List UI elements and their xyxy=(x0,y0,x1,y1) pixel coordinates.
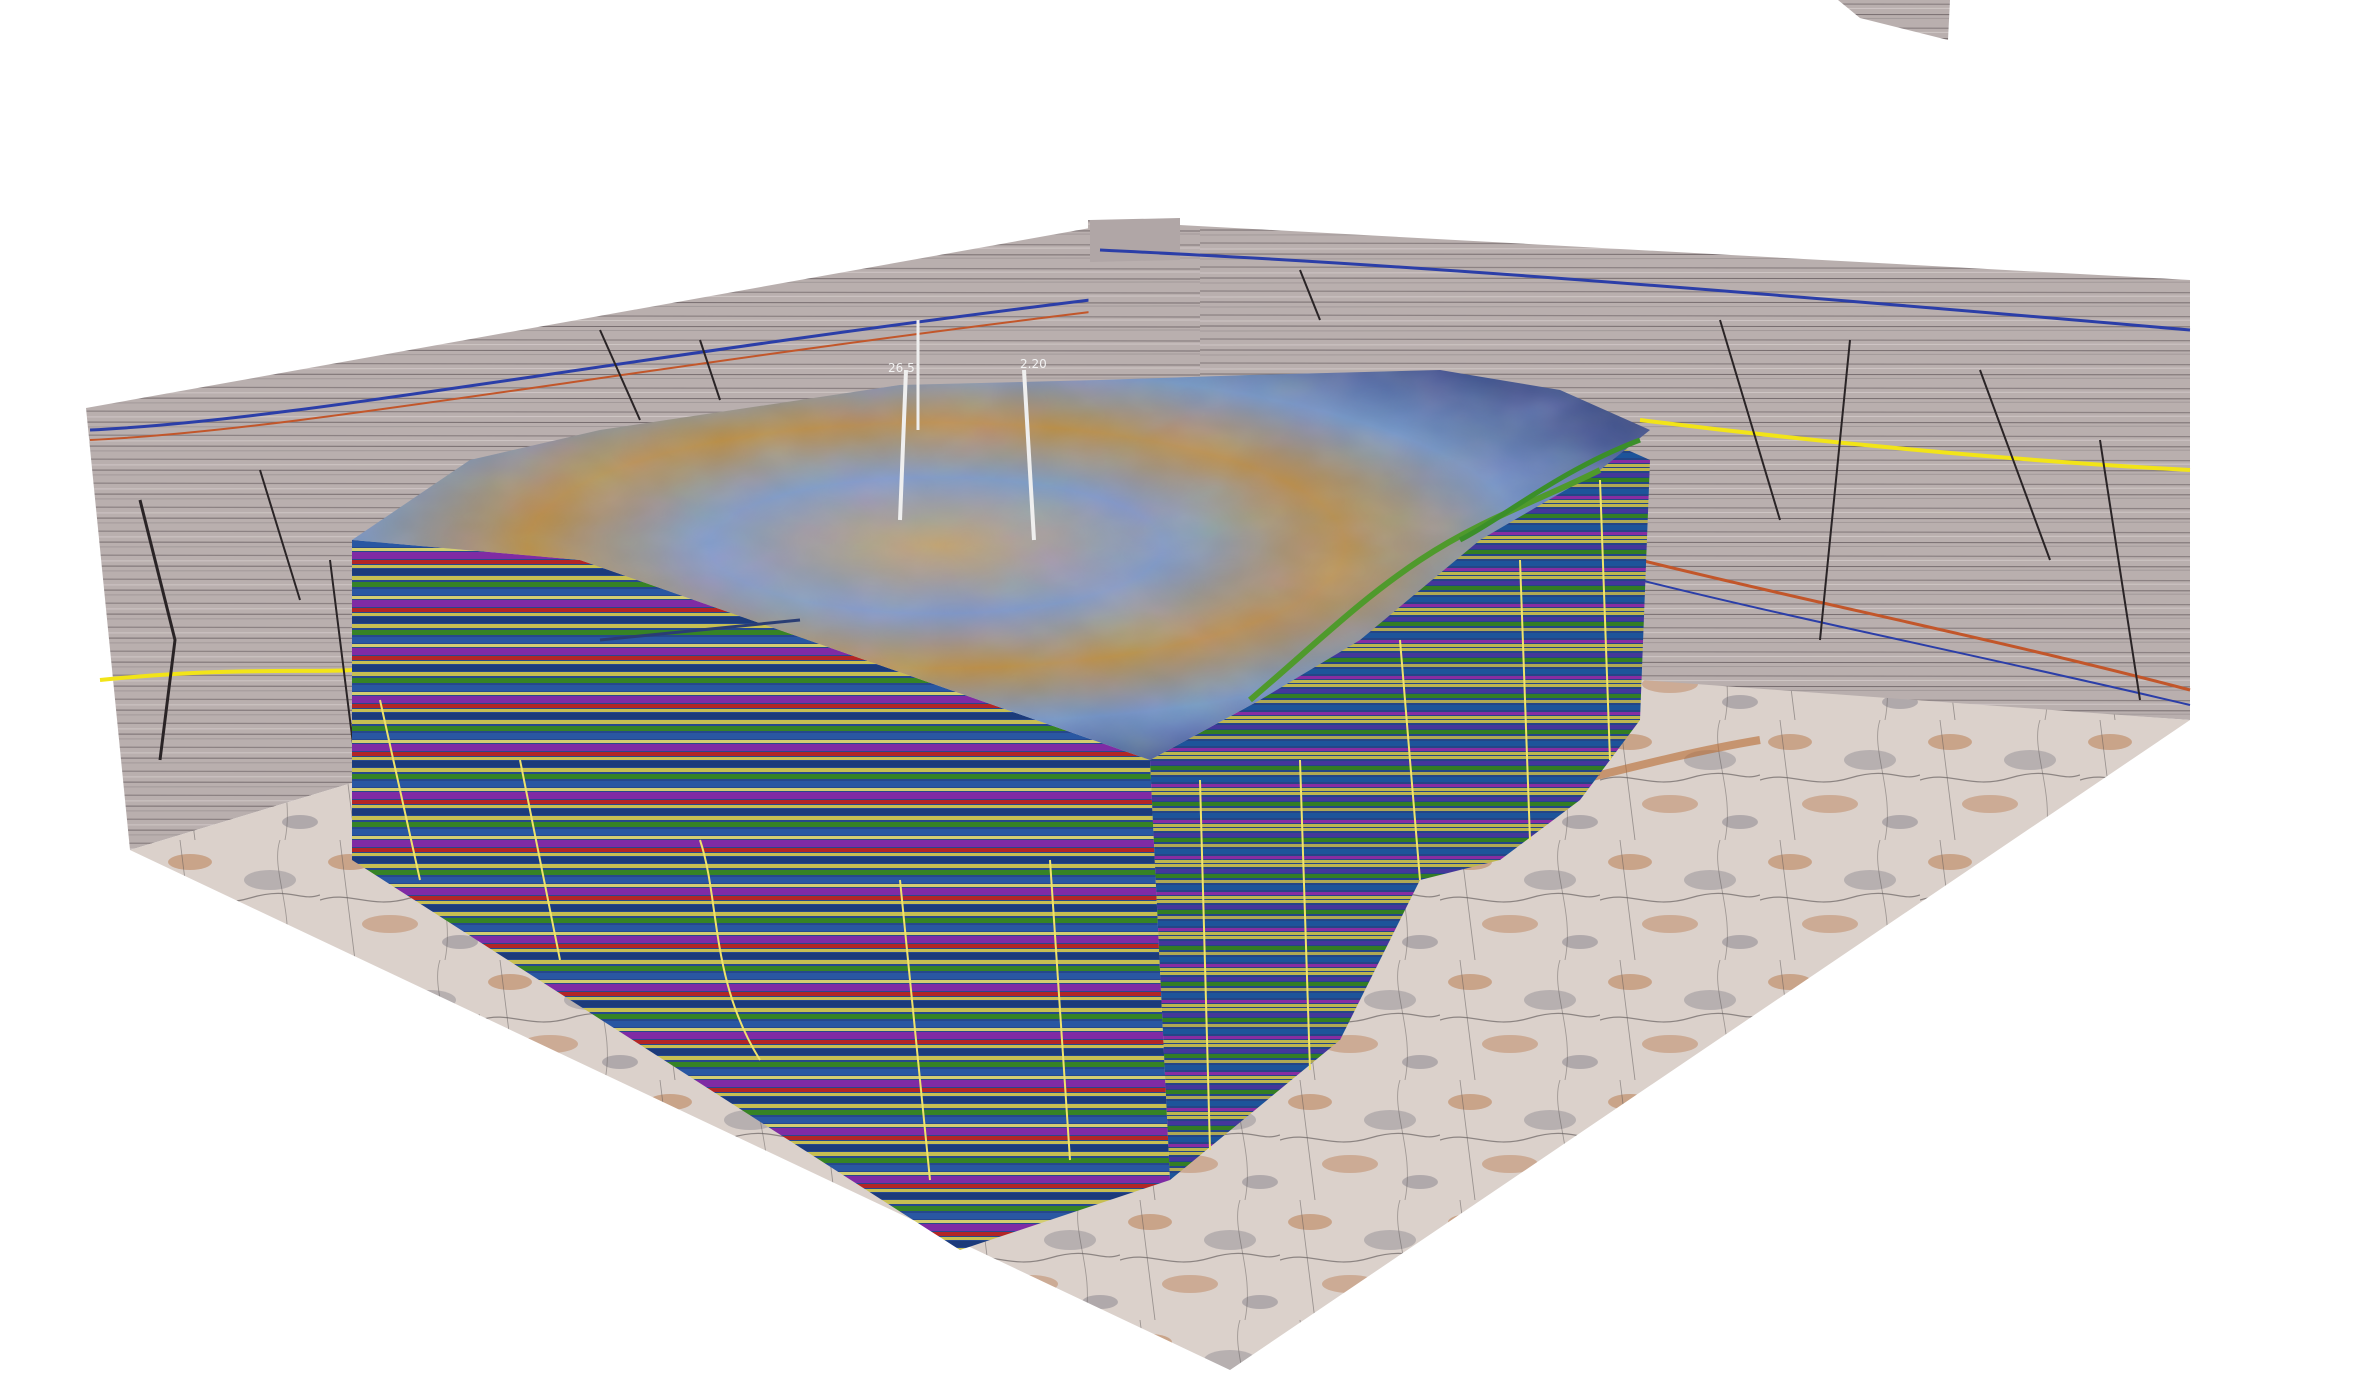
well-1-stick xyxy=(898,369,908,521)
volume-right-face xyxy=(1150,420,1650,1180)
volume-left-face xyxy=(352,540,1170,1250)
well-1-label: 26.5 xyxy=(888,361,915,375)
partial-section-top-right xyxy=(1838,0,1950,40)
well-2-stick xyxy=(1022,369,1036,541)
volume-top-surface xyxy=(352,370,1650,760)
well-1[interactable]: 26.5 xyxy=(888,320,920,521)
well-2[interactable]: 2.20 xyxy=(1020,357,1047,541)
well-2-label: 2.20 xyxy=(1020,357,1047,371)
